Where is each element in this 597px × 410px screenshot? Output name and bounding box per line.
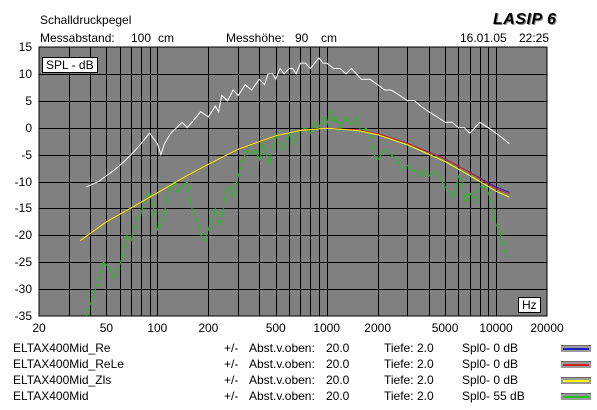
legend-tiefe-label: Tiefe: bbox=[384, 373, 414, 387]
legend-abst-label: Abst.v.oben: bbox=[249, 373, 315, 387]
legend-plusminus: +/- bbox=[224, 341, 239, 355]
legend-swatch-color bbox=[563, 348, 589, 350]
legend-row: ELTAX400Mid_Zls +/- Abst.v.oben: 20.0 Tiefe:… bbox=[0, 372, 597, 388]
legend-name: ELTAX400Mid_Re bbox=[13, 341, 111, 355]
y-tick-label: -20 bbox=[14, 228, 32, 243]
legend-abst-label: Abst.v.oben: bbox=[249, 357, 315, 371]
chart-title: Schalldruckpegel bbox=[40, 13, 132, 27]
x-tick-label: 1000 bbox=[313, 321, 341, 335]
y-tick-label: -15 bbox=[14, 201, 32, 216]
grid bbox=[39, 47, 547, 316]
y-tick-label: -10 bbox=[14, 174, 32, 189]
y-tick-label: 15 bbox=[18, 40, 32, 54]
legend-abst-label: Abst.v.oben: bbox=[249, 389, 315, 403]
legend-swatch-color bbox=[563, 364, 589, 366]
legend-tiefe-value: 2.0 bbox=[417, 389, 434, 403]
legend-row: ELTAX400Mid_Re +/- Abst.v.oben: 20.0 Tiefe: 2… bbox=[0, 340, 597, 356]
series-line-eltax400mid bbox=[85, 109, 507, 317]
series-line-eltax400mid-zls bbox=[79, 127, 510, 242]
legend-name: ELTAX400Mid_ReLe bbox=[13, 357, 124, 371]
y-tick-label: 5 bbox=[25, 93, 32, 108]
legend-plusminus: +/- bbox=[224, 357, 239, 371]
y-tick-label: 10 bbox=[18, 66, 32, 81]
legend-abst-label: Abst.v.oben: bbox=[249, 341, 315, 355]
height-value: 90 bbox=[295, 31, 309, 45]
x-axis-badge: Hz bbox=[518, 297, 541, 313]
legend-abst-value: 20.0 bbox=[326, 389, 350, 403]
x-tick-label: 5000 bbox=[431, 321, 459, 335]
legend-swatch-color bbox=[563, 396, 589, 398]
x-tick-label: 20000 bbox=[530, 321, 564, 335]
x-tick-label: 10000 bbox=[479, 321, 513, 335]
lasip-logo: LASIP 6 bbox=[493, 11, 557, 28]
legend-swatch bbox=[561, 377, 591, 384]
y-tick-label: -30 bbox=[14, 282, 32, 297]
distance-value: 100 bbox=[131, 31, 152, 45]
series-lines bbox=[79, 56, 510, 317]
legend-swatch bbox=[561, 393, 591, 400]
y-tick-label: 0 bbox=[25, 120, 32, 135]
legend-name: ELTAX400Mid_Zls bbox=[13, 373, 112, 387]
x-tick-label: 100 bbox=[147, 321, 168, 335]
x-tick-label: 2000 bbox=[364, 321, 392, 335]
date: 16.01.05 bbox=[460, 31, 507, 45]
legend-spl0: Spl0- 0 dB bbox=[462, 373, 519, 387]
legend-tiefe-value: 2.0 bbox=[417, 357, 434, 371]
legend-name: ELTAX400Mid bbox=[13, 389, 89, 403]
height-unit: cm bbox=[321, 31, 337, 45]
legend-abst-value: 20.0 bbox=[326, 357, 350, 371]
legend-abst-value: 20.0 bbox=[326, 373, 350, 387]
distance-label: Messabstand: bbox=[40, 31, 115, 45]
y-tick-label: -5 bbox=[21, 147, 32, 162]
x-tick-label: 20 bbox=[32, 321, 46, 335]
legend-plusminus: +/- bbox=[224, 373, 239, 387]
legend-tiefe-label: Tiefe: bbox=[384, 389, 414, 403]
legend-tiefe-value: 2.0 bbox=[417, 341, 434, 355]
y-axis-badge: SPL - dB bbox=[42, 57, 98, 73]
time: 22:25 bbox=[519, 31, 550, 45]
legend-swatch bbox=[561, 345, 591, 352]
legend-tiefe-value: 2.0 bbox=[417, 373, 434, 387]
legend-swatch bbox=[561, 361, 591, 368]
legend-plusminus: +/- bbox=[224, 389, 239, 403]
x-tick-label: 50 bbox=[99, 321, 114, 335]
y-tick-label: -25 bbox=[14, 255, 32, 270]
legend-row: ELTAX400Mid_ReLe +/- Abst.v.oben: 20.0 Tiefe… bbox=[0, 356, 597, 372]
legend-abst-value: 20.0 bbox=[326, 341, 350, 355]
legend-spl0: Spl0- 0 dB bbox=[462, 341, 519, 355]
legend-spl0: Spl0- 0 dB bbox=[462, 357, 519, 371]
legend-swatch-color bbox=[563, 380, 589, 382]
legend-row: ELTAX400Mid +/- Abst.v.oben: 20.0 Tiefe: 2.0 S… bbox=[0, 388, 597, 404]
series-line-white-curve bbox=[86, 56, 510, 188]
legend-spl0: Spl0- 55 dB bbox=[462, 389, 525, 403]
legend-tiefe-label: Tiefe: bbox=[384, 341, 414, 355]
legend-tiefe-label: Tiefe: bbox=[384, 357, 414, 371]
height-label: Messhöhe: bbox=[226, 31, 285, 45]
x-tick-label: 500 bbox=[265, 321, 286, 335]
x-tick-label: 200 bbox=[198, 321, 219, 335]
distance-unit: cm bbox=[158, 31, 174, 45]
y-tick-label: -35 bbox=[14, 309, 32, 323]
